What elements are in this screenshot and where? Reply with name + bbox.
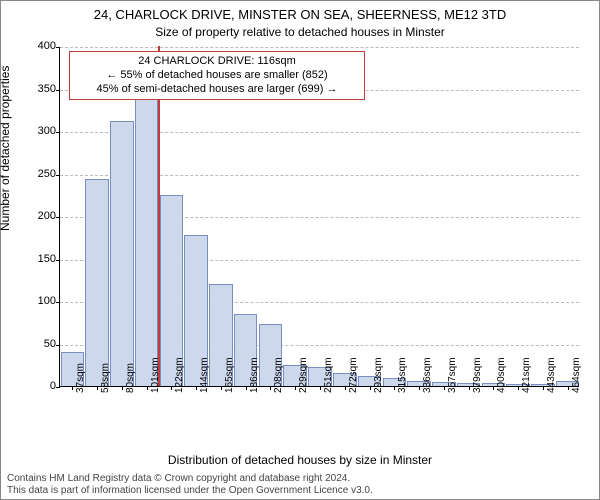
footnote-line: Contains HM Land Registry data © Crown c… bbox=[7, 473, 593, 485]
x-tick-label: 336sqm bbox=[422, 357, 433, 393]
x-tick-mark bbox=[543, 386, 544, 390]
gridline bbox=[60, 47, 579, 48]
figure: 24, CHARLOCK DRIVE, MINSTER ON SEA, SHEE… bbox=[0, 0, 600, 500]
x-tick-mark bbox=[469, 386, 470, 390]
annotation-line: ← 55% of detached houses are smaller (85… bbox=[76, 69, 358, 83]
y-axis-label: Number of detached properties bbox=[0, 66, 12, 231]
annotation-box: 24 CHARLOCK DRIVE: 116sqm ← 55% of detac… bbox=[69, 51, 365, 100]
y-tick-label: 400 bbox=[28, 40, 56, 52]
x-tick-mark bbox=[270, 386, 271, 390]
y-tick-mark bbox=[56, 90, 60, 91]
x-tick-mark bbox=[370, 386, 371, 390]
y-tick-label: 50 bbox=[28, 338, 56, 350]
x-tick-mark bbox=[419, 386, 420, 390]
x-tick-mark bbox=[221, 386, 222, 390]
x-tick-label: 293sqm bbox=[373, 357, 384, 393]
y-tick-label: 350 bbox=[28, 83, 56, 95]
y-tick-mark bbox=[56, 302, 60, 303]
x-tick-label: 357sqm bbox=[447, 357, 458, 393]
y-tick-label: 150 bbox=[28, 253, 56, 265]
x-tick-mark bbox=[444, 386, 445, 390]
x-axis-label: Distribution of detached houses by size … bbox=[1, 453, 599, 467]
x-tick-label: 315sqm bbox=[397, 357, 408, 393]
chart-subtitle: Size of property relative to detached ho… bbox=[1, 25, 599, 39]
x-tick-label: 421sqm bbox=[521, 357, 532, 393]
footnote-line: This data is part of information license… bbox=[7, 485, 593, 497]
x-tick-mark bbox=[246, 386, 247, 390]
y-tick-mark bbox=[56, 217, 60, 218]
y-tick-label: 200 bbox=[28, 210, 56, 222]
x-tick-label: 464sqm bbox=[571, 357, 582, 393]
x-tick-mark bbox=[122, 386, 123, 390]
footnote: Contains HM Land Registry data © Crown c… bbox=[7, 473, 593, 497]
histogram-bar bbox=[135, 97, 159, 386]
y-tick-mark bbox=[56, 47, 60, 48]
y-tick-mark bbox=[56, 175, 60, 176]
x-tick-label: 379sqm bbox=[472, 357, 483, 393]
x-tick-mark bbox=[394, 386, 395, 390]
x-tick-label: 400sqm bbox=[496, 357, 507, 393]
x-tick-mark bbox=[568, 386, 569, 390]
x-tick-label: 443sqm bbox=[546, 357, 557, 393]
x-tick-mark bbox=[295, 386, 296, 390]
x-tick-mark bbox=[72, 386, 73, 390]
x-tick-mark bbox=[97, 386, 98, 390]
x-tick-mark bbox=[147, 386, 148, 390]
y-tick-mark bbox=[56, 260, 60, 261]
y-tick-label: 0 bbox=[28, 380, 56, 392]
x-tick-mark bbox=[171, 386, 172, 390]
y-tick-mark bbox=[56, 345, 60, 346]
y-tick-mark bbox=[56, 132, 60, 133]
y-tick-label: 300 bbox=[28, 125, 56, 137]
y-tick-mark bbox=[56, 387, 60, 388]
x-tick-mark bbox=[518, 386, 519, 390]
histogram-bar bbox=[85, 179, 109, 386]
x-tick-mark bbox=[345, 386, 346, 390]
annotation-line: 24 CHARLOCK DRIVE: 116sqm bbox=[76, 55, 358, 69]
chart-title: 24, CHARLOCK DRIVE, MINSTER ON SEA, SHEE… bbox=[1, 7, 599, 22]
y-tick-label: 100 bbox=[28, 295, 56, 307]
histogram-bar bbox=[110, 121, 134, 386]
x-tick-mark bbox=[320, 386, 321, 390]
x-tick-mark bbox=[196, 386, 197, 390]
x-tick-mark bbox=[493, 386, 494, 390]
y-tick-label: 250 bbox=[28, 168, 56, 180]
annotation-line: 45% of semi-detached houses are larger (… bbox=[76, 83, 358, 97]
